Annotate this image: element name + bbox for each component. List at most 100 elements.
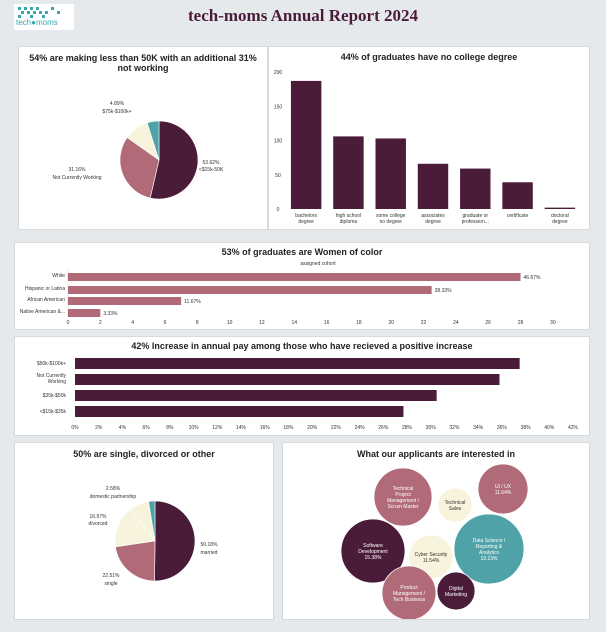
bar xyxy=(75,358,520,369)
logo-dot xyxy=(45,11,48,14)
bubble-label: Tech Business xyxy=(393,597,426,603)
x-tick-label: high school xyxy=(336,213,361,219)
bubble-value-label: 11.54% xyxy=(423,558,440,564)
y-tick-label: 100 xyxy=(274,139,283,145)
category-label: $50k-$100k+ xyxy=(37,361,66,367)
bar xyxy=(460,168,491,209)
bar-value-label: 38.33% xyxy=(435,288,453,294)
pie-slice xyxy=(115,540,156,582)
x-tick-label: 20 xyxy=(388,320,394,326)
logo-dot xyxy=(36,7,39,10)
report-title: tech-moms Annual Report 2024 xyxy=(188,6,418,25)
bar xyxy=(544,207,576,209)
bubble-value-label: 11.64% xyxy=(495,490,512,496)
x-tick-label: degree xyxy=(552,219,568,225)
x-tick-label: 2% xyxy=(95,425,103,431)
pie-value-label: 2.58% xyxy=(106,486,121,492)
pie-slice xyxy=(148,500,156,542)
x-tick-label: 30 xyxy=(550,320,556,326)
marital-pie-title: 50% are single, divorced or other xyxy=(73,449,215,459)
bar xyxy=(290,80,322,209)
pie-slice xyxy=(114,508,156,548)
category-label: White xyxy=(52,273,65,279)
interests-bubble-panel: What our applicants are interested in Te… xyxy=(282,442,590,620)
bubble-value-label: 15.38% xyxy=(365,555,383,561)
bar xyxy=(502,182,533,209)
x-tick-label: 26% xyxy=(378,425,389,431)
logo-dot xyxy=(18,7,21,10)
pie-value-label: 16.97% xyxy=(90,514,108,520)
x-tick-label: certificate xyxy=(507,213,529,219)
pie-category-label: <$15k-50K xyxy=(199,167,224,173)
bubble-label: Project xyxy=(395,492,411,498)
x-tick-label: 32% xyxy=(449,425,460,431)
bubble-label: Development xyxy=(358,549,388,555)
pie-value-label: 31.16% xyxy=(69,167,87,173)
bubble-label: Software xyxy=(363,543,383,549)
cohort-bar-title: 53% of graduates are Women of color xyxy=(221,247,383,257)
x-tick-label: 28 xyxy=(518,320,524,326)
category-label: Hispanic or Latina xyxy=(25,286,65,292)
y-tick-label: 200 xyxy=(274,70,283,76)
pie-slice xyxy=(149,120,199,200)
bubble-label: Marketing xyxy=(445,592,467,598)
bubble-label: Management / xyxy=(387,498,420,504)
x-tick-label: 18% xyxy=(283,425,294,431)
x-tick-label: 42% xyxy=(568,425,579,431)
logo-text: tech●moms xyxy=(16,18,58,27)
x-tick-label: 10% xyxy=(189,425,200,431)
bubble-label: Cyber Security xyxy=(415,552,448,558)
pie-category-label: $75k-$100k+ xyxy=(102,109,131,115)
bubble-label: Digital xyxy=(449,586,463,592)
marital-pie-chart: 50.18% married 22.51% single 16.97%divorced 2… xyxy=(89,486,218,587)
x-tick-label: 0% xyxy=(71,425,79,431)
x-tick-label: 36% xyxy=(497,425,508,431)
bubble xyxy=(340,518,406,584)
x-tick-label: graduate or xyxy=(462,213,488,219)
x-tick-label: diploma xyxy=(340,219,358,225)
y-tick-label: 0 xyxy=(277,207,280,213)
x-tick-label: 22% xyxy=(331,425,342,431)
income-pie-chart: 53.62%<$15k-50K 31.16% Not Currently Worki… xyxy=(52,101,224,200)
cohort-bar-chart: assigned cohort White 46.67% Hispanic or La… xyxy=(20,261,556,326)
x-tick-label: 6 xyxy=(164,320,167,326)
logo-dot xyxy=(24,7,27,10)
x-tick-label: 28% xyxy=(402,425,413,431)
logo-dot xyxy=(51,7,54,10)
x-tick-label: 24 xyxy=(453,320,459,326)
report-header: tech●moms tech-moms Annual Report 2024 xyxy=(0,0,606,34)
x-tick-label: 2 xyxy=(99,320,102,326)
x-tick-label: 22 xyxy=(421,320,427,326)
x-tick-label: bachelors xyxy=(295,213,317,219)
bubble xyxy=(381,565,437,619)
category-label: <$15k-$35k xyxy=(40,409,67,415)
bubble xyxy=(437,487,473,523)
logo-dot xyxy=(30,15,33,18)
x-tick-label: doctoral xyxy=(551,213,569,219)
bar xyxy=(417,163,449,209)
bar-value-label: 11.67% xyxy=(184,299,201,305)
pay-bar-title: 42% Increase in annual pay among those w… xyxy=(131,341,473,351)
x-tick-label: some college xyxy=(376,213,406,219)
x-tick-label: 14 xyxy=(291,320,297,326)
x-tick-label: 4% xyxy=(119,425,127,431)
bar xyxy=(68,309,101,317)
x-tick-label: associates xyxy=(421,213,445,219)
x-tick-label: 26 xyxy=(485,320,491,326)
x-tick-label: 24% xyxy=(355,425,366,431)
bubble xyxy=(436,571,476,611)
bubble-label: Management / xyxy=(393,591,426,597)
bar xyxy=(375,138,406,209)
category-label: Native American &... xyxy=(20,309,65,315)
x-tick-label: 30% xyxy=(426,425,437,431)
pie-value-label: 4.89% xyxy=(110,101,125,107)
pie-category-label: divorced xyxy=(89,521,108,527)
x-tick-label: degree xyxy=(298,219,314,225)
logo-dot xyxy=(57,11,60,14)
x-tick-label: 6% xyxy=(143,425,151,431)
pie-value-label: 22.51% xyxy=(103,573,121,579)
interests-bubble-title: What our applicants are interested in xyxy=(356,449,516,459)
pie-value-label: 53.62% xyxy=(203,160,221,166)
